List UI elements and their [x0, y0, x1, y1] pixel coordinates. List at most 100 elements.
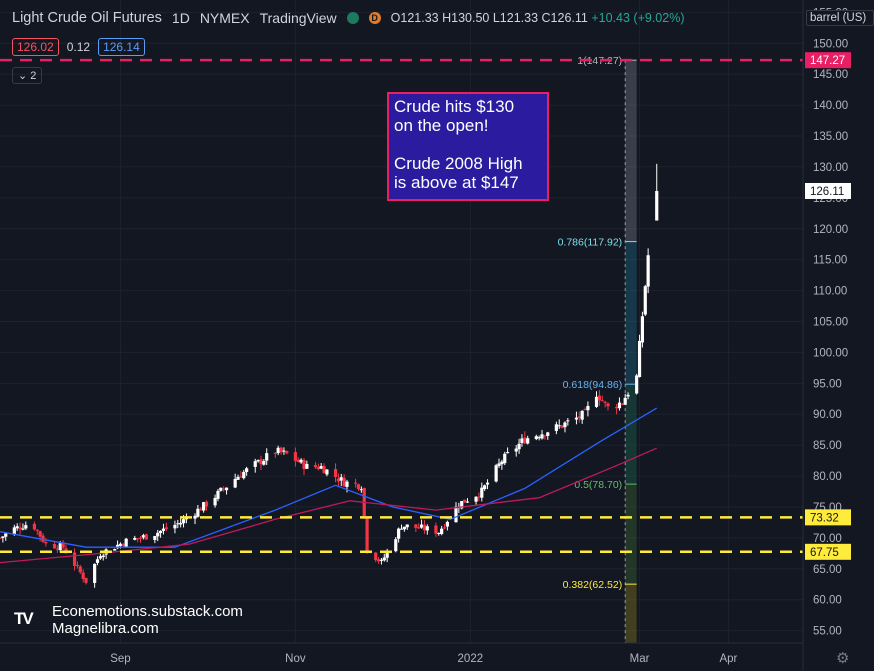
- note-line-1: Crude hits $130: [394, 97, 515, 116]
- low-value: L121.33: [492, 11, 539, 25]
- candle-body: [32, 523, 37, 530]
- candle-body: [12, 527, 16, 535]
- candle-body: [253, 461, 257, 467]
- candle-body: [365, 517, 369, 553]
- candle-body: [181, 519, 186, 524]
- candle-body: [1, 536, 5, 538]
- price-axis[interactable]: 55.0060.0065.0070.0075.0080.0085.0090.00…: [802, 0, 874, 671]
- unit-selector[interactable]: barrel (US): [806, 10, 874, 26]
- source-label: TradingView: [259, 10, 337, 26]
- candle-body: [500, 461, 504, 465]
- y-tick-label: 135.00: [813, 131, 848, 143]
- candle-body: [425, 526, 429, 531]
- candle-body: [164, 527, 168, 529]
- candle-body: [319, 466, 323, 469]
- candle-body: [101, 555, 105, 558]
- candle-body: [483, 485, 487, 490]
- candle-body: [506, 452, 510, 454]
- y-tick-label: 60.00: [813, 595, 842, 607]
- candle-body: [44, 542, 48, 544]
- annotation-note[interactable]: Crude hits $130 on the open! Crude 2008 …: [387, 92, 549, 201]
- candle-body: [560, 425, 564, 428]
- change-value: +10.43 (+9.02%): [591, 11, 685, 25]
- market-status-icon: [346, 12, 359, 24]
- last-price-label: 126.11: [810, 186, 844, 198]
- candle-body: [133, 537, 137, 540]
- candle-body: [184, 518, 189, 520]
- candle-body: [477, 496, 481, 498]
- candle-body: [417, 527, 421, 529]
- exchange-label: NYMEX: [199, 10, 250, 26]
- candle-body: [219, 487, 223, 491]
- y-tick-label: 80.00: [813, 471, 842, 483]
- y-tick-label: 115.00: [813, 255, 847, 267]
- close-value: C126.11: [541, 11, 588, 25]
- candle-body: [460, 501, 464, 509]
- y-tick-label: 150.00: [813, 38, 848, 50]
- fib-level-label: 0.786(117.92): [558, 237, 623, 249]
- candle-body: [419, 524, 424, 528]
- candle-body: [414, 524, 418, 528]
- note-spacer: [394, 135, 542, 154]
- level-price-label: 73.32: [810, 512, 839, 524]
- candle-body: [554, 424, 558, 431]
- candle-body: [213, 497, 217, 506]
- candle-body: [256, 459, 260, 462]
- fib-zone: [625, 584, 637, 643]
- fib-level-label: 0.382(62.52): [563, 579, 623, 591]
- candle-body: [179, 522, 183, 525]
- watermark: TV Econemotions.substack.com Magnelibra.…: [14, 603, 243, 637]
- candle-body: [282, 450, 286, 452]
- level-price-tag: [805, 52, 851, 69]
- candle-body: [153, 536, 157, 540]
- indicators-collapse-button[interactable]: ⌄ 2: [12, 67, 43, 84]
- candle-body: [15, 526, 19, 529]
- candle-body: [285, 450, 289, 454]
- candle-body: [543, 435, 547, 437]
- candle-body: [121, 544, 125, 546]
- candle-body: [462, 499, 467, 503]
- candle-body: [0, 537, 2, 539]
- candle-body: [245, 468, 249, 472]
- time-axis[interactable]: Sep Nov 2022 Mar Apr: [0, 642, 803, 665]
- candle-body: [322, 466, 326, 474]
- tradingview-logo-icon: TV: [14, 609, 34, 628]
- candle-body: [4, 533, 8, 537]
- candle-body: [273, 452, 277, 454]
- fib-zone: [625, 484, 637, 585]
- candle-body: [617, 402, 622, 409]
- symbol-title[interactable]: Light Crude Oil Futures: [12, 10, 162, 26]
- candle-body: [21, 528, 25, 530]
- candle-body: [55, 548, 59, 550]
- candle-body: [345, 481, 349, 487]
- candle-body: [193, 515, 197, 519]
- candle-body: [199, 508, 203, 511]
- interval-label[interactable]: 1D: [171, 10, 190, 26]
- candle-body: [52, 543, 57, 549]
- ask-button[interactable]: 126.14: [98, 38, 145, 56]
- candle-body: [454, 506, 458, 523]
- candle-body: [494, 465, 498, 482]
- candle-body: [385, 551, 389, 558]
- note-line-2: on the open!: [394, 116, 489, 135]
- bid-button[interactable]: 126.02: [12, 38, 59, 56]
- gear-icon[interactable]: ⚙: [836, 650, 850, 667]
- candle-body: [399, 528, 404, 530]
- candle-body: [216, 490, 220, 499]
- candle-body: [434, 525, 438, 534]
- chevron-down-icon: ⌄: [18, 70, 28, 82]
- candle-body: [620, 403, 624, 405]
- candle-body: [75, 564, 80, 566]
- quote-boxes: 126.02 0.12 126.14: [12, 38, 145, 56]
- candle-body: [93, 563, 97, 583]
- candle-body: [379, 559, 384, 561]
- candle-body: [646, 255, 650, 287]
- candle-body: [159, 530, 163, 534]
- candle-body: [563, 422, 567, 428]
- chart-header: Light Crude Oil Futures 1D NYMEX Trading…: [12, 10, 684, 26]
- candle-body: [78, 566, 82, 573]
- watermark-line-2: Magnelibra.com: [52, 620, 159, 637]
- candle-body: [356, 484, 361, 490]
- candle-body: [202, 502, 206, 511]
